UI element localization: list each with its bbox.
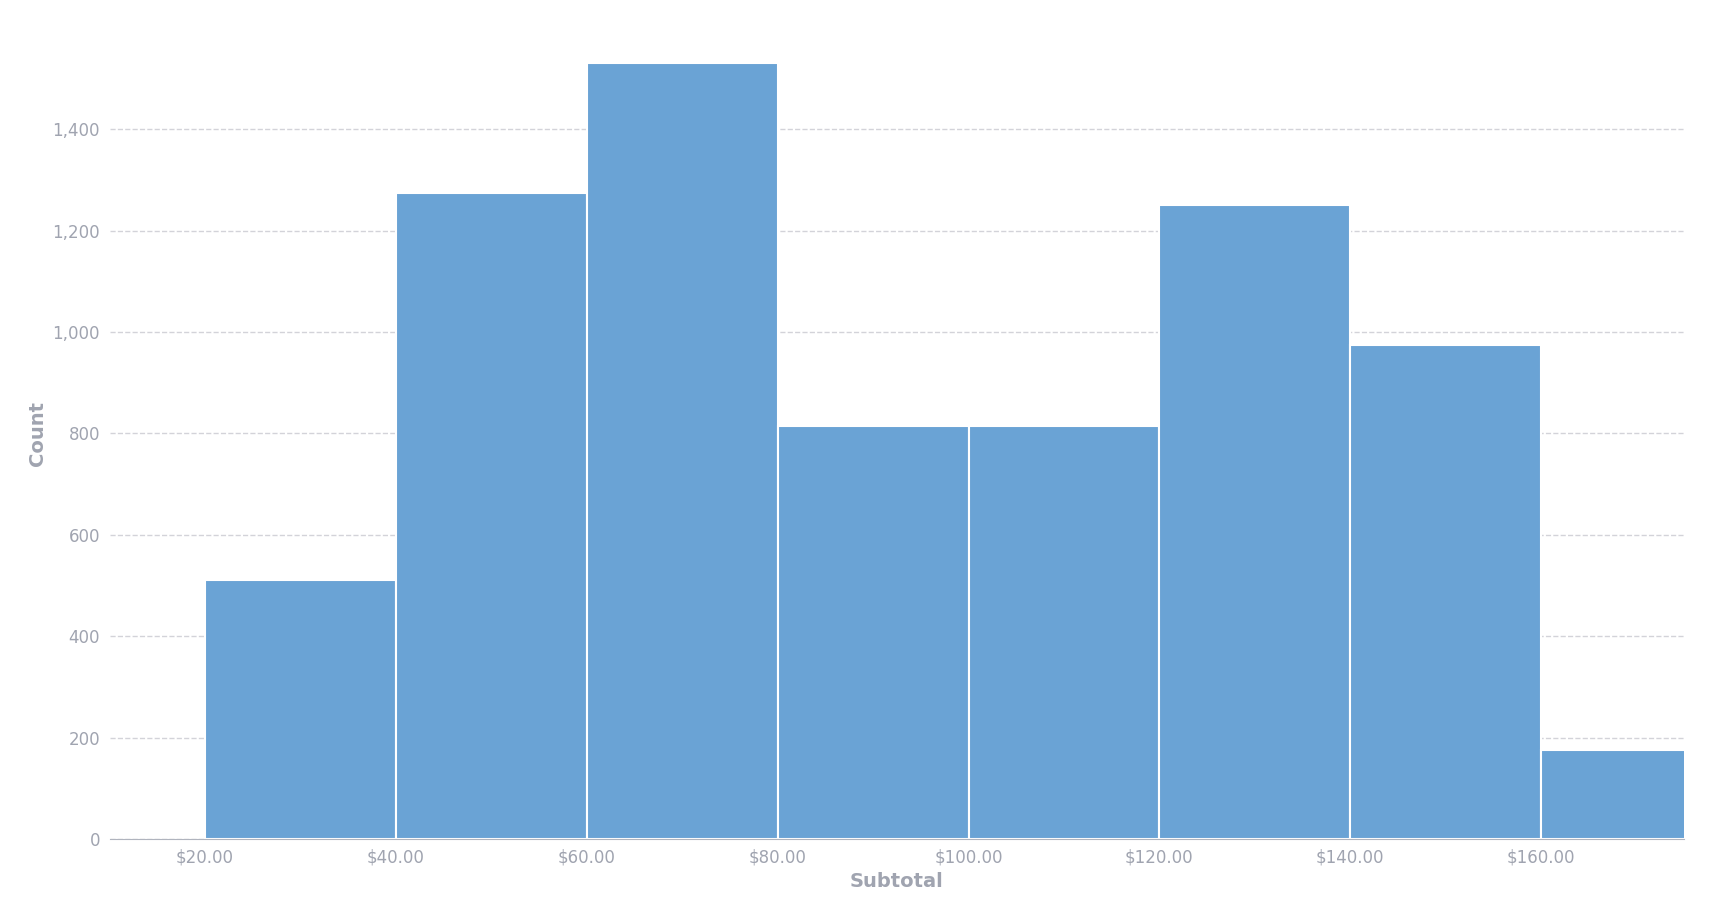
Bar xyxy=(777,425,969,839)
Bar xyxy=(969,425,1159,839)
Bar xyxy=(1159,205,1351,839)
Bar xyxy=(395,193,587,839)
Bar xyxy=(1351,345,1541,839)
Bar xyxy=(587,63,777,839)
X-axis label: Subtotal: Subtotal xyxy=(851,872,943,891)
Y-axis label: Count: Count xyxy=(27,401,46,466)
Bar xyxy=(1541,750,1712,839)
Bar xyxy=(205,581,395,839)
